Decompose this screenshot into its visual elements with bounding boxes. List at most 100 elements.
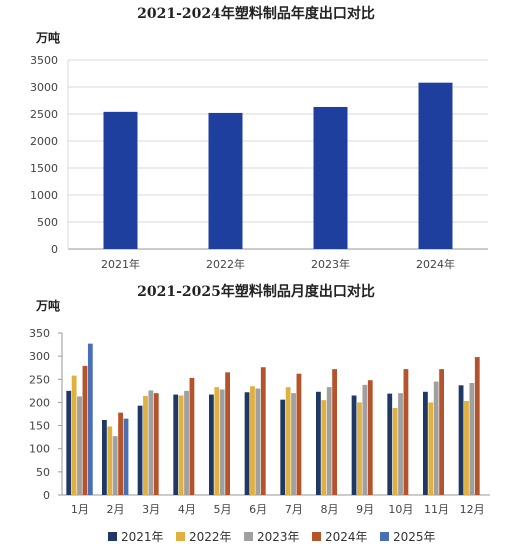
chart2-bar bbox=[428, 402, 434, 495]
chart2-bar bbox=[280, 399, 286, 495]
chart2-bar bbox=[423, 391, 428, 495]
chart2-y-tick: 0 bbox=[43, 489, 50, 502]
chart2-y-tick: 250 bbox=[29, 373, 50, 386]
chart2-bar bbox=[439, 369, 444, 495]
chart1-y-tick: 1500 bbox=[30, 162, 58, 175]
chart2-bar bbox=[316, 391, 321, 495]
chart2-bar bbox=[367, 380, 373, 495]
chart1-x-label: 2022年 bbox=[206, 257, 245, 271]
chart2-bar bbox=[250, 386, 255, 495]
chart2-bar bbox=[351, 395, 357, 495]
chart2-bars bbox=[66, 343, 480, 495]
legend-swatch bbox=[176, 532, 185, 541]
chart2-x-label: 11月 bbox=[424, 503, 449, 516]
chart2-x-labels: 1月 2月 3月 4月 5月 6月 7月 8月 9月 10月 11月 12月 bbox=[71, 503, 485, 516]
chart2-bar bbox=[148, 390, 154, 495]
chart2-x-label: 3月 bbox=[142, 503, 160, 516]
chart2-bar bbox=[255, 388, 261, 495]
chart1-unit: 万吨 bbox=[35, 30, 60, 45]
chart2-x-label: 12月 bbox=[460, 503, 485, 516]
chart2-bar bbox=[260, 367, 266, 495]
chart2-y-tick: 200 bbox=[29, 396, 50, 409]
chart1-y-tick: 2000 bbox=[30, 135, 58, 148]
chart2-bar bbox=[326, 387, 332, 495]
legend-swatch bbox=[312, 532, 321, 541]
legend-swatch bbox=[244, 532, 253, 541]
chart2-x-label: 7月 bbox=[285, 503, 303, 516]
chart2-bar bbox=[143, 395, 148, 495]
chart1-y-tick: 500 bbox=[37, 216, 58, 229]
chart2-bar bbox=[184, 390, 189, 495]
chart1-x-label: 2024年 bbox=[416, 257, 455, 271]
chart2-bar bbox=[214, 387, 220, 495]
chart2-bar bbox=[357, 402, 362, 495]
chart2-x-label: 1月 bbox=[71, 503, 89, 516]
chart2-y-tick: 50 bbox=[36, 466, 50, 479]
chart2-y-tick: 150 bbox=[29, 420, 50, 433]
chart2-bar bbox=[87, 343, 93, 495]
chart2-bar bbox=[403, 369, 409, 495]
chart2-bar bbox=[225, 372, 230, 495]
chart2-bar bbox=[458, 385, 464, 495]
chart1-bar bbox=[418, 82, 453, 250]
chart1-y-tick: 0 bbox=[51, 243, 58, 256]
chart2-bar bbox=[469, 382, 475, 495]
chart2-unit: 万吨 bbox=[35, 298, 60, 313]
chart2-bar bbox=[362, 384, 368, 495]
chart2-bar bbox=[291, 393, 296, 495]
chart2-bar bbox=[153, 393, 159, 495]
chart1-y-tick: 3000 bbox=[30, 81, 58, 94]
legend-label: 2022年 bbox=[189, 530, 232, 544]
chart2-bar bbox=[296, 373, 302, 495]
chart1-y-tick: 2500 bbox=[30, 108, 58, 121]
chart2-axes bbox=[58, 332, 490, 496]
chart2-x-label: 9月 bbox=[356, 503, 374, 516]
annual-export-chart: 2021-2024年塑料制品年度出口对比 万吨 0 500 1000 1500 2000… bbox=[30, 5, 488, 271]
chart2-bar bbox=[77, 396, 82, 495]
chart2-y-ticks: 0 50 100 150 200 250 300 350 bbox=[29, 327, 50, 502]
chart2-y-tick: 100 bbox=[29, 443, 50, 456]
chart1-y-ticks: 0 500 1000 1500 2000 2500 3000 3500 bbox=[30, 54, 58, 256]
chart1-y-tick: 1000 bbox=[30, 189, 58, 202]
chart2-x-label: 8月 bbox=[321, 503, 339, 516]
chart1-gridlines bbox=[67, 59, 488, 250]
chart2-bar bbox=[107, 426, 113, 495]
chart2-bar bbox=[209, 394, 214, 495]
chart2-bar bbox=[332, 369, 337, 495]
chart2-bar bbox=[464, 401, 469, 495]
chart2-bar bbox=[118, 412, 123, 495]
chart2-bar bbox=[285, 387, 291, 495]
legend-label: 2023年 bbox=[257, 530, 300, 544]
chart2-y-tick: 300 bbox=[29, 350, 50, 363]
chart2-bar bbox=[474, 357, 480, 495]
chart1-title: 2021-2024年塑料制品年度出口对比 bbox=[137, 5, 375, 22]
chart2-x-label: 4月 bbox=[178, 503, 196, 516]
chart2-bar bbox=[178, 395, 184, 495]
chart1-bar bbox=[208, 112, 243, 249]
chart2-bar bbox=[123, 418, 129, 495]
chart1-bar bbox=[313, 106, 348, 249]
chart1-x-label: 2021年 bbox=[101, 257, 140, 271]
chart1-x-label: 2023年 bbox=[311, 257, 350, 271]
chart2-bar bbox=[173, 394, 179, 495]
legend-swatch bbox=[380, 532, 389, 541]
chart2-y-tick: 350 bbox=[29, 327, 50, 340]
chart1-x-labels: 2021年 2022年 2023年 2024年 bbox=[101, 257, 455, 271]
chart1-y-tick: 3500 bbox=[30, 54, 58, 67]
chart2-bar bbox=[189, 377, 195, 495]
chart2-bar bbox=[244, 392, 250, 495]
chart2-x-label: 6月 bbox=[249, 503, 267, 516]
chart2-bar bbox=[112, 436, 118, 495]
legend-label: 2024年 bbox=[325, 530, 368, 544]
chart2-bar bbox=[71, 375, 77, 495]
chart2-bar bbox=[66, 390, 72, 495]
legend-label: 2021年 bbox=[121, 530, 164, 544]
chart1-bars bbox=[103, 82, 453, 250]
chart2-bar bbox=[219, 389, 225, 495]
chart2-title: 2021-2025年塑料制品月度出口对比 bbox=[137, 283, 375, 300]
monthly-export-chart: 2021-2025年塑料制品月度出口对比 万吨 0 50 100 150 200 250 3… bbox=[29, 283, 490, 544]
chart2-bar bbox=[102, 420, 107, 495]
chart2-bar bbox=[82, 365, 88, 495]
chart2-bar bbox=[398, 393, 403, 495]
